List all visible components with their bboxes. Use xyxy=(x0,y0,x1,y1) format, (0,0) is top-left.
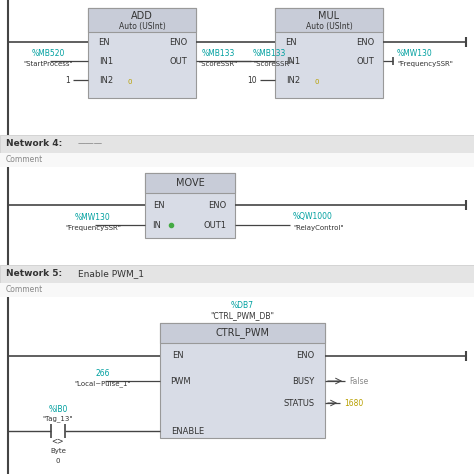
Text: ADD: ADD xyxy=(131,11,153,21)
Text: OUT1: OUT1 xyxy=(203,220,227,229)
Text: %MW130: %MW130 xyxy=(75,212,111,221)
Text: ENO: ENO xyxy=(208,201,226,210)
Text: "RelayControl": "RelayControl" xyxy=(293,225,344,231)
Text: BUSY: BUSY xyxy=(292,376,314,385)
Text: Network 5:: Network 5: xyxy=(6,270,62,279)
Text: IN1: IN1 xyxy=(99,56,113,65)
Text: IN: IN xyxy=(153,220,162,229)
Text: EN: EN xyxy=(153,201,165,210)
Text: 1: 1 xyxy=(65,75,70,84)
Text: False: False xyxy=(349,376,368,385)
Text: Enable PWM_1: Enable PWM_1 xyxy=(78,270,144,279)
Bar xyxy=(160,323,325,343)
Text: Network 4:: Network 4: xyxy=(6,139,62,148)
Text: MOVE: MOVE xyxy=(176,178,204,188)
Text: %MB133: %MB133 xyxy=(201,48,235,57)
Text: STATUS: STATUS xyxy=(283,399,315,408)
Bar xyxy=(145,173,235,193)
Text: Comment: Comment xyxy=(6,285,43,294)
Bar xyxy=(275,8,383,32)
Bar xyxy=(0,167,474,265)
Text: %DB7: %DB7 xyxy=(231,301,254,310)
Text: IN2: IN2 xyxy=(286,75,300,84)
Text: %MB520: %MB520 xyxy=(31,48,64,57)
Text: %MB133: %MB133 xyxy=(253,48,286,57)
Text: OUT: OUT xyxy=(356,56,374,65)
Bar xyxy=(275,8,383,98)
Bar xyxy=(0,297,474,474)
Text: EN: EN xyxy=(98,37,110,46)
Text: <>: <> xyxy=(52,437,64,446)
Text: ———: ——— xyxy=(78,139,103,148)
Text: "CTRL_PWM_DB": "CTRL_PWM_DB" xyxy=(210,311,274,320)
Text: OUT: OUT xyxy=(169,56,187,65)
Bar xyxy=(145,173,235,238)
Bar xyxy=(0,283,474,297)
Text: "ScoreSSR": "ScoreSSR" xyxy=(199,61,237,67)
Text: "FrequencySSR": "FrequencySSR" xyxy=(65,225,121,231)
Text: EN: EN xyxy=(172,352,184,361)
Text: "Tag_13": "Tag_13" xyxy=(43,416,73,422)
Text: Byte: Byte xyxy=(50,448,66,454)
Bar xyxy=(0,153,474,167)
Text: 0: 0 xyxy=(56,458,60,464)
Bar xyxy=(0,0,474,135)
Text: 266: 266 xyxy=(96,368,110,377)
Text: PWM: PWM xyxy=(170,376,191,385)
Text: %QW1000: %QW1000 xyxy=(293,212,333,221)
Bar xyxy=(160,323,325,438)
Text: %IB0: %IB0 xyxy=(48,404,68,413)
Text: Comment: Comment xyxy=(6,155,43,164)
Text: ENABLE: ENABLE xyxy=(172,427,205,436)
Text: EN: EN xyxy=(285,37,297,46)
Text: CTRL_PWM: CTRL_PWM xyxy=(216,328,270,338)
Bar xyxy=(88,8,196,32)
Text: Auto (USInt): Auto (USInt) xyxy=(118,21,165,30)
Text: 10: 10 xyxy=(247,75,257,84)
Text: "ScoreSSR": "ScoreSSR" xyxy=(253,61,292,67)
Text: %MW130: %MW130 xyxy=(397,48,433,57)
Text: ENO: ENO xyxy=(356,37,374,46)
Text: 0: 0 xyxy=(315,79,319,85)
Text: IN1: IN1 xyxy=(286,56,300,65)
Text: MUL: MUL xyxy=(319,11,339,21)
Text: "StartProcess": "StartProcess" xyxy=(23,61,73,67)
Text: ENO: ENO xyxy=(296,352,314,361)
Bar xyxy=(0,265,474,283)
Text: 0: 0 xyxy=(128,79,132,85)
Text: "Local~Pulse_1": "Local~Pulse_1" xyxy=(75,381,131,387)
Text: "FrequencySSR": "FrequencySSR" xyxy=(397,61,453,67)
Text: ENO: ENO xyxy=(169,37,187,46)
Bar xyxy=(0,135,474,153)
Bar xyxy=(88,8,196,98)
Text: Auto (USInt): Auto (USInt) xyxy=(306,21,352,30)
Text: 1680: 1680 xyxy=(344,399,363,408)
Text: IN2: IN2 xyxy=(99,75,113,84)
